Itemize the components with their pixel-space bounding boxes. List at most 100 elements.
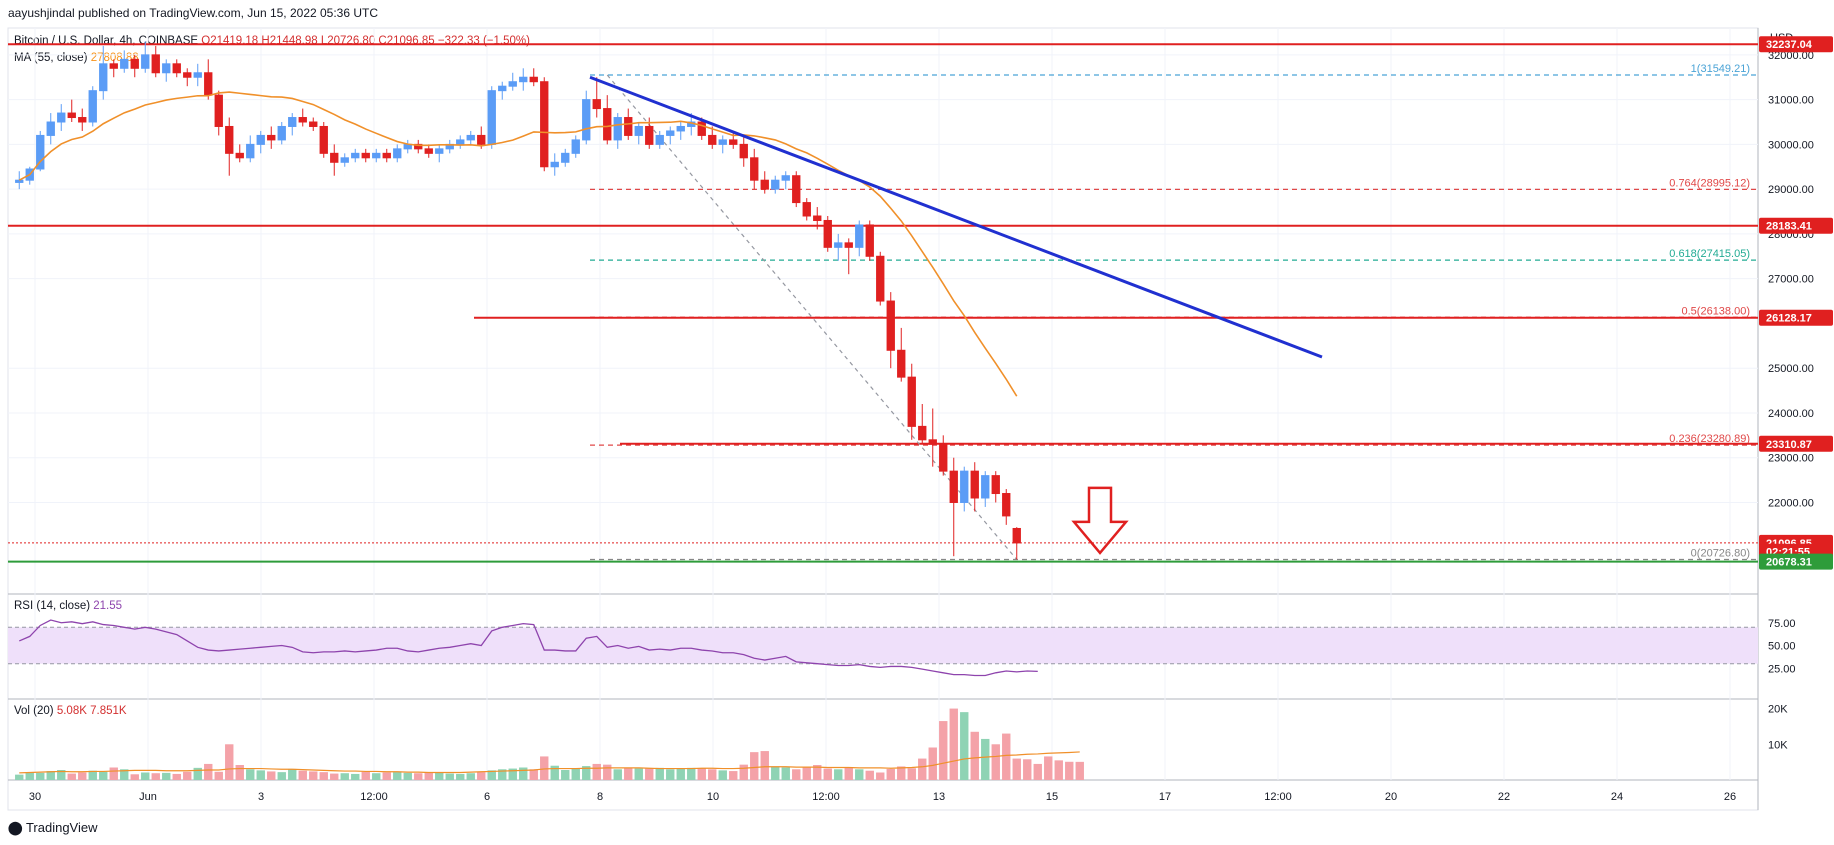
volume-bar	[508, 768, 517, 780]
y-tick-label: 31000.00	[1768, 95, 1814, 107]
volume-bar	[372, 773, 381, 780]
x-tick-label: 12:00	[1264, 791, 1292, 803]
candle-body	[676, 125, 685, 132]
candle-body	[235, 152, 244, 159]
volume-bar	[214, 771, 223, 780]
fib-level-label: 0.5(26138.00)	[1682, 305, 1751, 317]
volume-legend[interactable]: Vol (20) 5.08K 7.851K	[14, 705, 127, 717]
candle-body	[298, 117, 307, 123]
volume-bar	[172, 773, 181, 780]
price-level-tag-label: 28183.41	[1766, 221, 1812, 233]
candle-body	[855, 224, 864, 248]
volume-bar	[687, 767, 696, 780]
candle-body	[277, 125, 286, 141]
candle-body	[718, 139, 727, 145]
volume-bar	[949, 708, 958, 780]
volume-bar	[235, 765, 244, 780]
candle-body	[193, 72, 202, 78]
volume-bar	[141, 772, 150, 780]
rsi-legend[interactable]: RSI (14, close) 21.55	[14, 600, 122, 612]
candle-body	[67, 112, 76, 119]
volume-bar	[865, 770, 874, 780]
candle-body	[844, 242, 853, 248]
candle-body	[204, 72, 213, 96]
volume-bar	[277, 772, 286, 780]
candle-body	[802, 202, 811, 217]
candle-body	[256, 134, 265, 145]
fib-level-label: 0.618(27415.05)	[1669, 248, 1750, 260]
volume-bar	[88, 770, 97, 780]
candle-body	[582, 99, 591, 141]
publisher-line: aayushjindal published on TradingView.co…	[8, 6, 379, 20]
rsi-tick-label: 50.00	[1768, 641, 1796, 653]
candle-body	[970, 470, 979, 499]
volume-bar	[529, 769, 538, 780]
volume-bar	[991, 744, 1000, 780]
candle-body	[865, 224, 874, 257]
volume-bar	[288, 768, 297, 780]
volume-bar	[582, 766, 591, 780]
volume-bar	[1012, 758, 1021, 780]
volume-bar	[739, 764, 748, 780]
candle-body	[613, 117, 622, 141]
candle-body	[225, 125, 234, 154]
candle-body	[36, 134, 45, 170]
y-tick-label: 29000.00	[1768, 184, 1814, 196]
candle-body	[319, 125, 328, 154]
y-tick-label: 23000.00	[1768, 453, 1814, 465]
fib-trend-connector	[606, 74, 1018, 560]
volume-bar	[351, 773, 360, 780]
candle-body	[561, 152, 570, 163]
volume-bar	[130, 774, 139, 780]
volume-bar	[67, 773, 76, 780]
candle-body	[834, 242, 843, 248]
x-tick-label: Jun	[139, 791, 157, 803]
y-tick-label: 25000.00	[1768, 363, 1814, 375]
candle-body	[435, 148, 444, 154]
candle-body	[792, 175, 801, 204]
volume-bar	[298, 770, 307, 780]
candle-body	[697, 121, 706, 136]
candle-body	[330, 152, 339, 163]
volume-bar	[907, 768, 916, 780]
rsi-value: 21.55	[93, 600, 123, 612]
candle-body	[550, 161, 559, 168]
volume-bar	[624, 768, 633, 780]
candle-body	[949, 470, 958, 503]
chart-svg[interactable]: USD32000.0031000.0030000.0029000.0028000…	[0, 0, 1834, 815]
volume-bar	[844, 767, 853, 780]
candle-body	[393, 148, 402, 159]
volume-tick-label: 20K	[1768, 704, 1788, 716]
tradingview-logo[interactable]: ⬤ TradingView	[8, 820, 98, 836]
x-tick-label: 15	[1046, 791, 1058, 803]
candle-body	[781, 175, 790, 181]
volume-bar	[183, 771, 192, 780]
x-tick-label: 10	[707, 791, 719, 803]
price-level-tag	[1759, 217, 1833, 234]
candle-body	[78, 117, 87, 123]
volume-bar	[466, 773, 475, 780]
volume-bar	[823, 768, 832, 780]
volume-bar	[855, 769, 864, 780]
volume-bar	[897, 766, 906, 780]
volume-bar	[1054, 760, 1063, 780]
x-tick-label: 26	[1724, 791, 1736, 803]
candle-body	[508, 81, 517, 87]
volume-bar	[697, 768, 706, 780]
x-tick-label: 24	[1611, 791, 1623, 803]
volume-bar	[15, 774, 24, 780]
volume-bar	[550, 765, 559, 780]
price-level-tag	[1759, 553, 1833, 570]
candle-body	[571, 139, 580, 154]
volume-bar	[718, 770, 727, 780]
candle-body	[960, 470, 969, 503]
candle-body	[246, 143, 255, 159]
candle-body	[666, 130, 675, 136]
volume-bar	[540, 756, 549, 780]
volume-bar	[708, 769, 717, 780]
candle-body	[487, 90, 496, 145]
x-tick-label: 30	[29, 791, 41, 803]
volume-bar	[813, 765, 822, 780]
volume-bar	[634, 768, 643, 780]
x-tick-label: 6	[484, 791, 490, 803]
